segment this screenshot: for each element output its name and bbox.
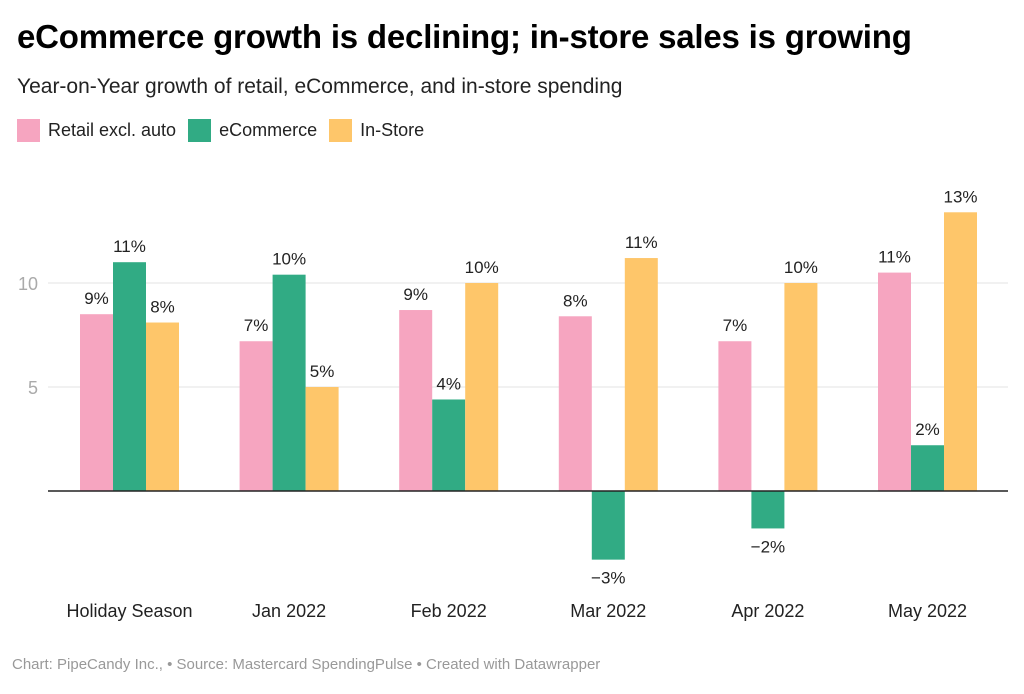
bar	[558, 316, 592, 491]
legend-item-retail: Retail excl. auto	[17, 119, 176, 142]
x-tick-label: Holiday Season	[66, 601, 192, 621]
legend-swatch-ecommerce	[188, 119, 212, 142]
bar	[305, 387, 339, 491]
bar	[432, 399, 466, 491]
legend-swatch-retail	[17, 119, 40, 142]
data-label: 10%	[272, 250, 306, 269]
chart-footer: Chart: PipeCandy Inc., • Source: Masterc…	[12, 656, 601, 673]
data-label: 5%	[310, 362, 335, 381]
bar	[239, 341, 273, 491]
bar	[784, 283, 818, 491]
data-label: 11%	[113, 237, 146, 256]
chart-subtitle: Year-on-Year growth of retail, eCommerce…	[17, 75, 623, 98]
bar	[399, 310, 433, 491]
x-tick-label: Jan 2022	[252, 601, 326, 621]
bar	[591, 491, 625, 560]
data-label: 11%	[625, 233, 658, 252]
chart-title: eCommerce growth is declining; in-store …	[17, 18, 912, 55]
data-label: 10%	[784, 258, 818, 277]
data-label: 8%	[563, 291, 588, 310]
bar	[751, 491, 785, 529]
bar	[146, 322, 179, 491]
bar	[911, 445, 944, 491]
x-tick-label: May 2022	[888, 601, 967, 621]
legend-label-instore: In-Store	[360, 120, 425, 140]
y-tick-label: 5	[28, 378, 38, 398]
legend-label-ecommerce: eCommerce	[219, 120, 318, 140]
legend-label-retail: Retail excl. auto	[48, 120, 177, 140]
bar	[878, 272, 911, 491]
data-label: 8%	[150, 298, 175, 317]
bar	[624, 258, 658, 491]
data-label: 11%	[878, 248, 911, 267]
bar	[272, 274, 306, 491]
legend-item-instore: In-Store	[329, 119, 424, 142]
data-label: 4%	[436, 374, 461, 393]
data-label: 10%	[465, 258, 499, 277]
data-label: −2%	[751, 537, 786, 556]
legend: Retail excl. auto eCommerce In-Store	[17, 119, 436, 142]
bar	[718, 341, 752, 491]
x-tick-label: Mar 2022	[570, 601, 646, 621]
legend-item-ecommerce: eCommerce	[188, 119, 317, 142]
x-tick-label: Apr 2022	[731, 601, 804, 621]
data-label: −3%	[591, 569, 626, 588]
y-tick-label: 10	[18, 274, 38, 294]
data-label: 7%	[723, 316, 748, 335]
data-label: 9%	[84, 289, 109, 308]
x-tick-label: Feb 2022	[411, 601, 487, 621]
data-label: 2%	[915, 420, 940, 439]
legend-swatch-instore	[329, 119, 353, 142]
bar	[113, 262, 146, 491]
bar	[944, 212, 977, 491]
data-label: 7%	[244, 316, 269, 335]
data-label: 13%	[943, 187, 977, 206]
bar	[465, 283, 499, 491]
bar	[80, 314, 113, 491]
data-label: 9%	[403, 285, 428, 304]
